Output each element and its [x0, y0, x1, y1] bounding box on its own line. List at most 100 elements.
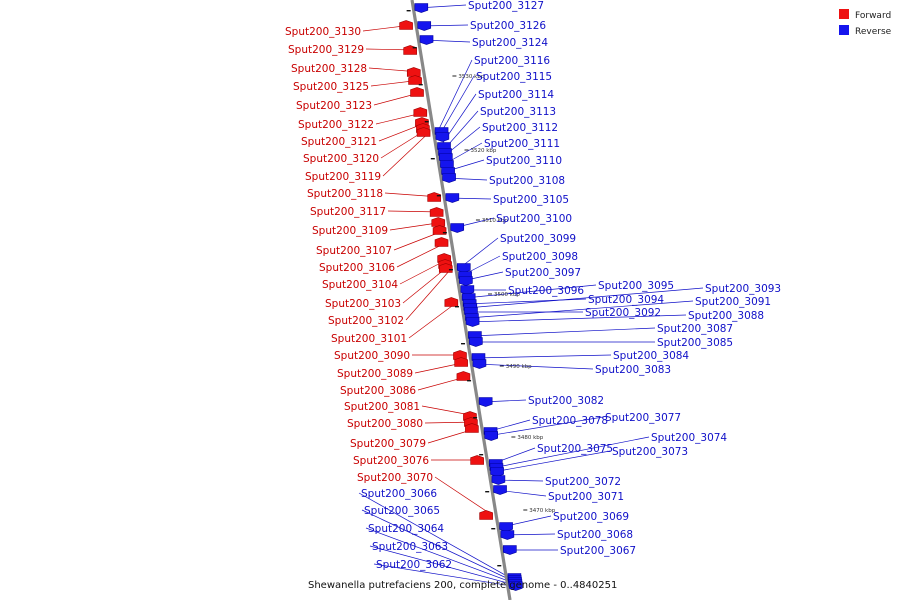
- forward-gene-label-4[interactable]: Sput200_3123: [296, 100, 372, 112]
- reverse-gene-label-26[interactable]: Sput200_3083: [595, 364, 671, 376]
- reverse-gene-label-30[interactable]: Sput200_3075: [537, 443, 613, 455]
- reverse-gene-label-8[interactable]: Sput200_3111: [484, 138, 560, 150]
- forward-gene-label-21[interactable]: Sput200_3081: [344, 401, 420, 413]
- forward-gene-label-18[interactable]: Sput200_3090: [334, 350, 410, 362]
- reverse-gene-label-25[interactable]: Sput200_3084: [613, 350, 689, 362]
- legend-reverse-swatch: [839, 25, 849, 35]
- connector-line-f17: [408, 301, 458, 339]
- forward-gene-label-22[interactable]: Sput200_3080: [347, 418, 423, 430]
- reverse-gene-feature-22: [465, 317, 480, 327]
- connector-line-f25: [434, 476, 493, 516]
- reverse-gene-label-7[interactable]: Sput200_3112: [482, 122, 558, 134]
- reverse-gene-label-15[interactable]: Sput200_3097: [505, 267, 581, 279]
- reverse-gene-label-2[interactable]: Sput200_3124: [472, 37, 548, 49]
- reverse-gene-label-10[interactable]: Sput200_3108: [489, 175, 565, 187]
- forward-gene-label-24[interactable]: Sput200_3076: [353, 455, 429, 467]
- forward-gene-label-16[interactable]: Sput200_3102: [328, 315, 404, 327]
- reverse-gene-label-13[interactable]: Sput200_3099: [500, 233, 576, 245]
- reverse-gene-label-37[interactable]: Sput200_3067: [560, 545, 636, 557]
- reverse-gene-label-3[interactable]: Sput200_3116: [474, 55, 550, 67]
- forward-gene-label-7[interactable]: Sput200_3120: [303, 153, 379, 165]
- forward-gene-label-10[interactable]: Sput200_3117: [310, 206, 386, 218]
- forward-gene-label-5[interactable]: Sput200_3122: [298, 119, 374, 131]
- reverse-gene-label-23[interactable]: Sput200_3087: [657, 323, 733, 335]
- reverse-gene-label-34[interactable]: Sput200_3071: [548, 491, 624, 503]
- forward-gene-label-8[interactable]: Sput200_3119: [305, 171, 381, 183]
- reverse-gene-label-21[interactable]: Sput200_3091: [695, 296, 771, 308]
- strand-marker: [448, 269, 453, 271]
- forward-gene-label-3[interactable]: Sput200_3125: [293, 81, 369, 93]
- reverse-gene-feature-26: [472, 359, 487, 369]
- reverse-gene-label-6[interactable]: Sput200_3113: [480, 106, 556, 118]
- forward-gene-feature-10: [429, 207, 444, 217]
- scale-tick-label-6: 3470 kbp: [529, 508, 555, 514]
- forward-gene-label-13[interactable]: Sput200_3106: [319, 262, 395, 274]
- reverse-gene-label-16[interactable]: Sput200_3096: [508, 285, 584, 297]
- forward-gene-label-1[interactable]: Sput200_3129: [288, 44, 364, 56]
- reverse-gene-label-28[interactable]: Sput200_3078: [532, 415, 608, 427]
- reverse-gene-label-5[interactable]: Sput200_3114: [478, 89, 554, 101]
- strand-marker: [473, 417, 478, 419]
- forward-gene-feature-0: [399, 20, 413, 30]
- reverse-gene-label-39[interactable]: Sput200_3065: [364, 505, 440, 517]
- forward-gene-feature-11: [431, 217, 446, 227]
- strand-marker: [479, 454, 484, 456]
- forward-gene-label-20[interactable]: Sput200_3086: [340, 385, 416, 397]
- reverse-gene-label-12[interactable]: Sput200_3100: [496, 213, 572, 225]
- forward-gene-label-12[interactable]: Sput200_3107: [316, 245, 392, 257]
- reverse-gene-label-24[interactable]: Sput200_3085: [657, 337, 733, 349]
- reverse-gene-feature-24: [469, 337, 483, 347]
- connector-line-r19: [466, 287, 704, 309]
- reverse-gene-label-14[interactable]: Sput200_3098: [502, 251, 578, 263]
- reverse-gene-label-35[interactable]: Sput200_3069: [553, 511, 629, 523]
- reverse-gene-label-29[interactable]: Sput200_3077: [605, 412, 681, 424]
- reverse-gene-label-1[interactable]: Sput200_3126: [470, 20, 546, 32]
- forward-gene-feature-24: [470, 455, 484, 465]
- reverse-gene-label-32[interactable]: Sput200_3073: [612, 446, 688, 458]
- reverse-gene-label-19[interactable]: Sput200_3093: [705, 283, 781, 295]
- forward-gene-label-9[interactable]: Sput200_3118: [307, 188, 383, 200]
- strand-marker: [454, 306, 459, 308]
- reverse-gene-label-40[interactable]: Sput200_3064: [368, 523, 444, 535]
- forward-gene-label-2[interactable]: Sput200_3128: [291, 63, 367, 75]
- forward-gene-label-11[interactable]: Sput200_3109: [312, 225, 388, 237]
- reverse-gene-label-4[interactable]: Sput200_3115: [476, 71, 552, 83]
- reverse-gene-label-22[interactable]: Sput200_3088: [688, 310, 764, 322]
- forward-gene-label-17[interactable]: Sput200_3101: [331, 333, 407, 345]
- reverse-gene-feature-10: [442, 173, 456, 183]
- scale-tick-label-2: 3510 kbp: [482, 218, 508, 224]
- reverse-gene-label-41[interactable]: Sput200_3063: [372, 541, 448, 553]
- connector-line-f16: [405, 267, 453, 321]
- reverse-gene-label-36[interactable]: Sput200_3068: [557, 529, 633, 541]
- forward-gene-label-14[interactable]: Sput200_3104: [322, 279, 398, 291]
- reverse-gene-label-33[interactable]: Sput200_3072: [545, 476, 621, 488]
- forward-gene-label-6[interactable]: Sput200_3121: [301, 136, 377, 148]
- reverse-gene-label-18[interactable]: Sput200_3094: [588, 294, 664, 306]
- reverse-gene-label-27[interactable]: Sput200_3082: [528, 395, 604, 407]
- forward-gene-label-0[interactable]: Sput200_3130: [285, 26, 361, 38]
- forward-gene-feature-1: [403, 45, 417, 55]
- reverse-gene-label-42[interactable]: Sput200_3062: [376, 559, 452, 571]
- forward-gene-label-15[interactable]: Sput200_3103: [325, 298, 401, 310]
- reverse-gene-label-38[interactable]: Sput200_3066: [361, 488, 437, 500]
- forward-gene-label-19[interactable]: Sput200_3089: [337, 368, 413, 380]
- reverse-gene-label-0[interactable]: Sput200_3127: [468, 0, 544, 12]
- reverse-gene-feature-36: [500, 530, 515, 540]
- reverse-gene-feature-37: [503, 545, 517, 555]
- gene-features: [399, 3, 523, 591]
- reverse-gene-label-20[interactable]: Sput200_3092: [585, 307, 661, 319]
- connector-line-f8: [382, 131, 430, 177]
- connector-line-r41: [369, 545, 512, 585]
- forward-gene-label-25[interactable]: Sput200_3070: [357, 472, 433, 484]
- reverse-gene-label-11[interactable]: Sput200_3105: [493, 194, 569, 206]
- connector-line-r38: [358, 492, 511, 579]
- strand-marker: [424, 121, 429, 123]
- strand-marker: [412, 47, 417, 49]
- reverse-gene-label-31[interactable]: Sput200_3074: [651, 432, 727, 444]
- forward-gene-label-23[interactable]: Sput200_3079: [350, 438, 426, 450]
- connector-line-r23: [470, 327, 656, 337]
- reverse-gene-feature-13: [456, 263, 471, 273]
- reverse-gene-label-17[interactable]: Sput200_3095: [598, 280, 674, 292]
- reverse-gene-label-9[interactable]: Sput200_3110: [486, 155, 562, 167]
- gene-labels: Sput200_3130 Sput200_3129 Sput200_3128 Sput…: [285, 0, 781, 571]
